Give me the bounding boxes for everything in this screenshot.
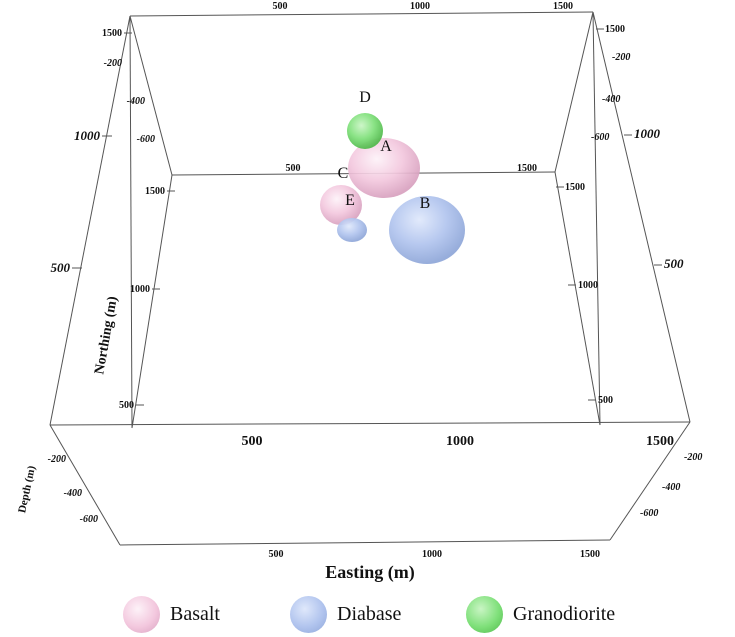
depth-tick-left-front: -200 [48,454,66,465]
depth-tick-left-back: -400 [127,96,145,107]
easting-axis-title: Easting (m) [325,562,415,583]
easting-tick-front: 1000 [446,434,474,449]
legend-swatch-granodiorite [466,595,503,633]
depth-tick-left-back: -600 [137,134,155,145]
body-label-a: A [380,138,392,155]
body-label-b: B [420,195,431,212]
body-label-e: E [345,192,355,209]
easting-tick-bottom: 500 [269,549,284,560]
body-label-c: C [338,165,349,182]
northing-tick-inner-right: 500 [598,395,613,406]
northing-tick-inner-right: 1500 [605,24,625,35]
legend: Basalt Diabase Granodiorite [0,588,735,637]
northing-tick-left-outer: 1000 [74,128,101,143]
body-unlabeled-diabase [337,218,367,242]
easting-tick-bottom: 1500 [580,549,600,560]
depth-tick-right-back: -200 [612,52,630,63]
northing-tick-inner-right: 1500 [565,182,585,193]
northing-tick-right-outer: 500 [664,256,684,271]
northing-axis-title: Northing (m) [92,295,121,376]
body-labels: A B C D E [338,89,431,212]
northing-tick-inner-left: 500 [119,400,134,411]
body-a-basalt [348,138,420,198]
3d-scene: Easting (m) Northing (m) Depth (m) 500 10… [16,1,703,583]
body-label-d: D [359,89,371,106]
ore-bodies [320,113,465,264]
northing-tick-inner-right: 1000 [578,280,598,291]
body-c-basalt [320,185,362,225]
legend-swatch-diabase [290,595,327,633]
easting-tick-mid: 1500 [517,163,537,174]
body-d-granodiorite [347,113,383,149]
depth-tick-right-front: -600 [640,508,658,519]
depth-axis-title: Depth (m) [16,464,38,514]
legend-label-basalt: Basalt [170,602,220,625]
northing-tick-inner-left: 1500 [145,186,165,197]
easting-tick-top: 500 [273,1,288,12]
depth-tick-right-back: -400 [602,94,620,105]
northing-tick-inner-left: 1500 [102,28,122,39]
depth-tick-right-front: -400 [662,482,680,493]
legend-swatch-basalt [123,595,160,633]
northing-tick-inner-left: 1000 [130,284,150,295]
tick-labels: 500 1000 1500 500 1500 500 1000 1500 500 1000 1500… [48,1,703,560]
easting-tick-front: 1500 [646,434,674,449]
easting-tick-bottom: 1000 [422,549,442,560]
legend-label-granodiorite: Granodiorite [513,602,616,625]
legend-label-diabase: Diabase [337,602,402,625]
northing-tick-left-outer: 500 [51,260,71,275]
legend-item-diabase: Diabase [290,595,402,633]
depth-tick-right-front: -200 [684,452,702,463]
legend-item-granodiorite: Granodiorite [466,595,616,633]
easting-tick-front: 500 [242,434,263,449]
depth-tick-right-back: -600 [591,132,609,143]
easting-tick-mid: 500 [286,163,301,174]
depth-tick-left-front: -400 [64,488,82,499]
easting-tick-top: 1500 [553,1,573,12]
depth-tick-left-back: -200 [104,58,122,69]
northing-tick-right-outer: 1000 [634,126,661,141]
body-b-diabase [389,196,465,264]
legend-item-basalt: Basalt [123,595,220,633]
depth-tick-left-front: -600 [80,514,98,525]
box-frame [49,11,691,546]
easting-tick-top: 1000 [410,1,430,12]
